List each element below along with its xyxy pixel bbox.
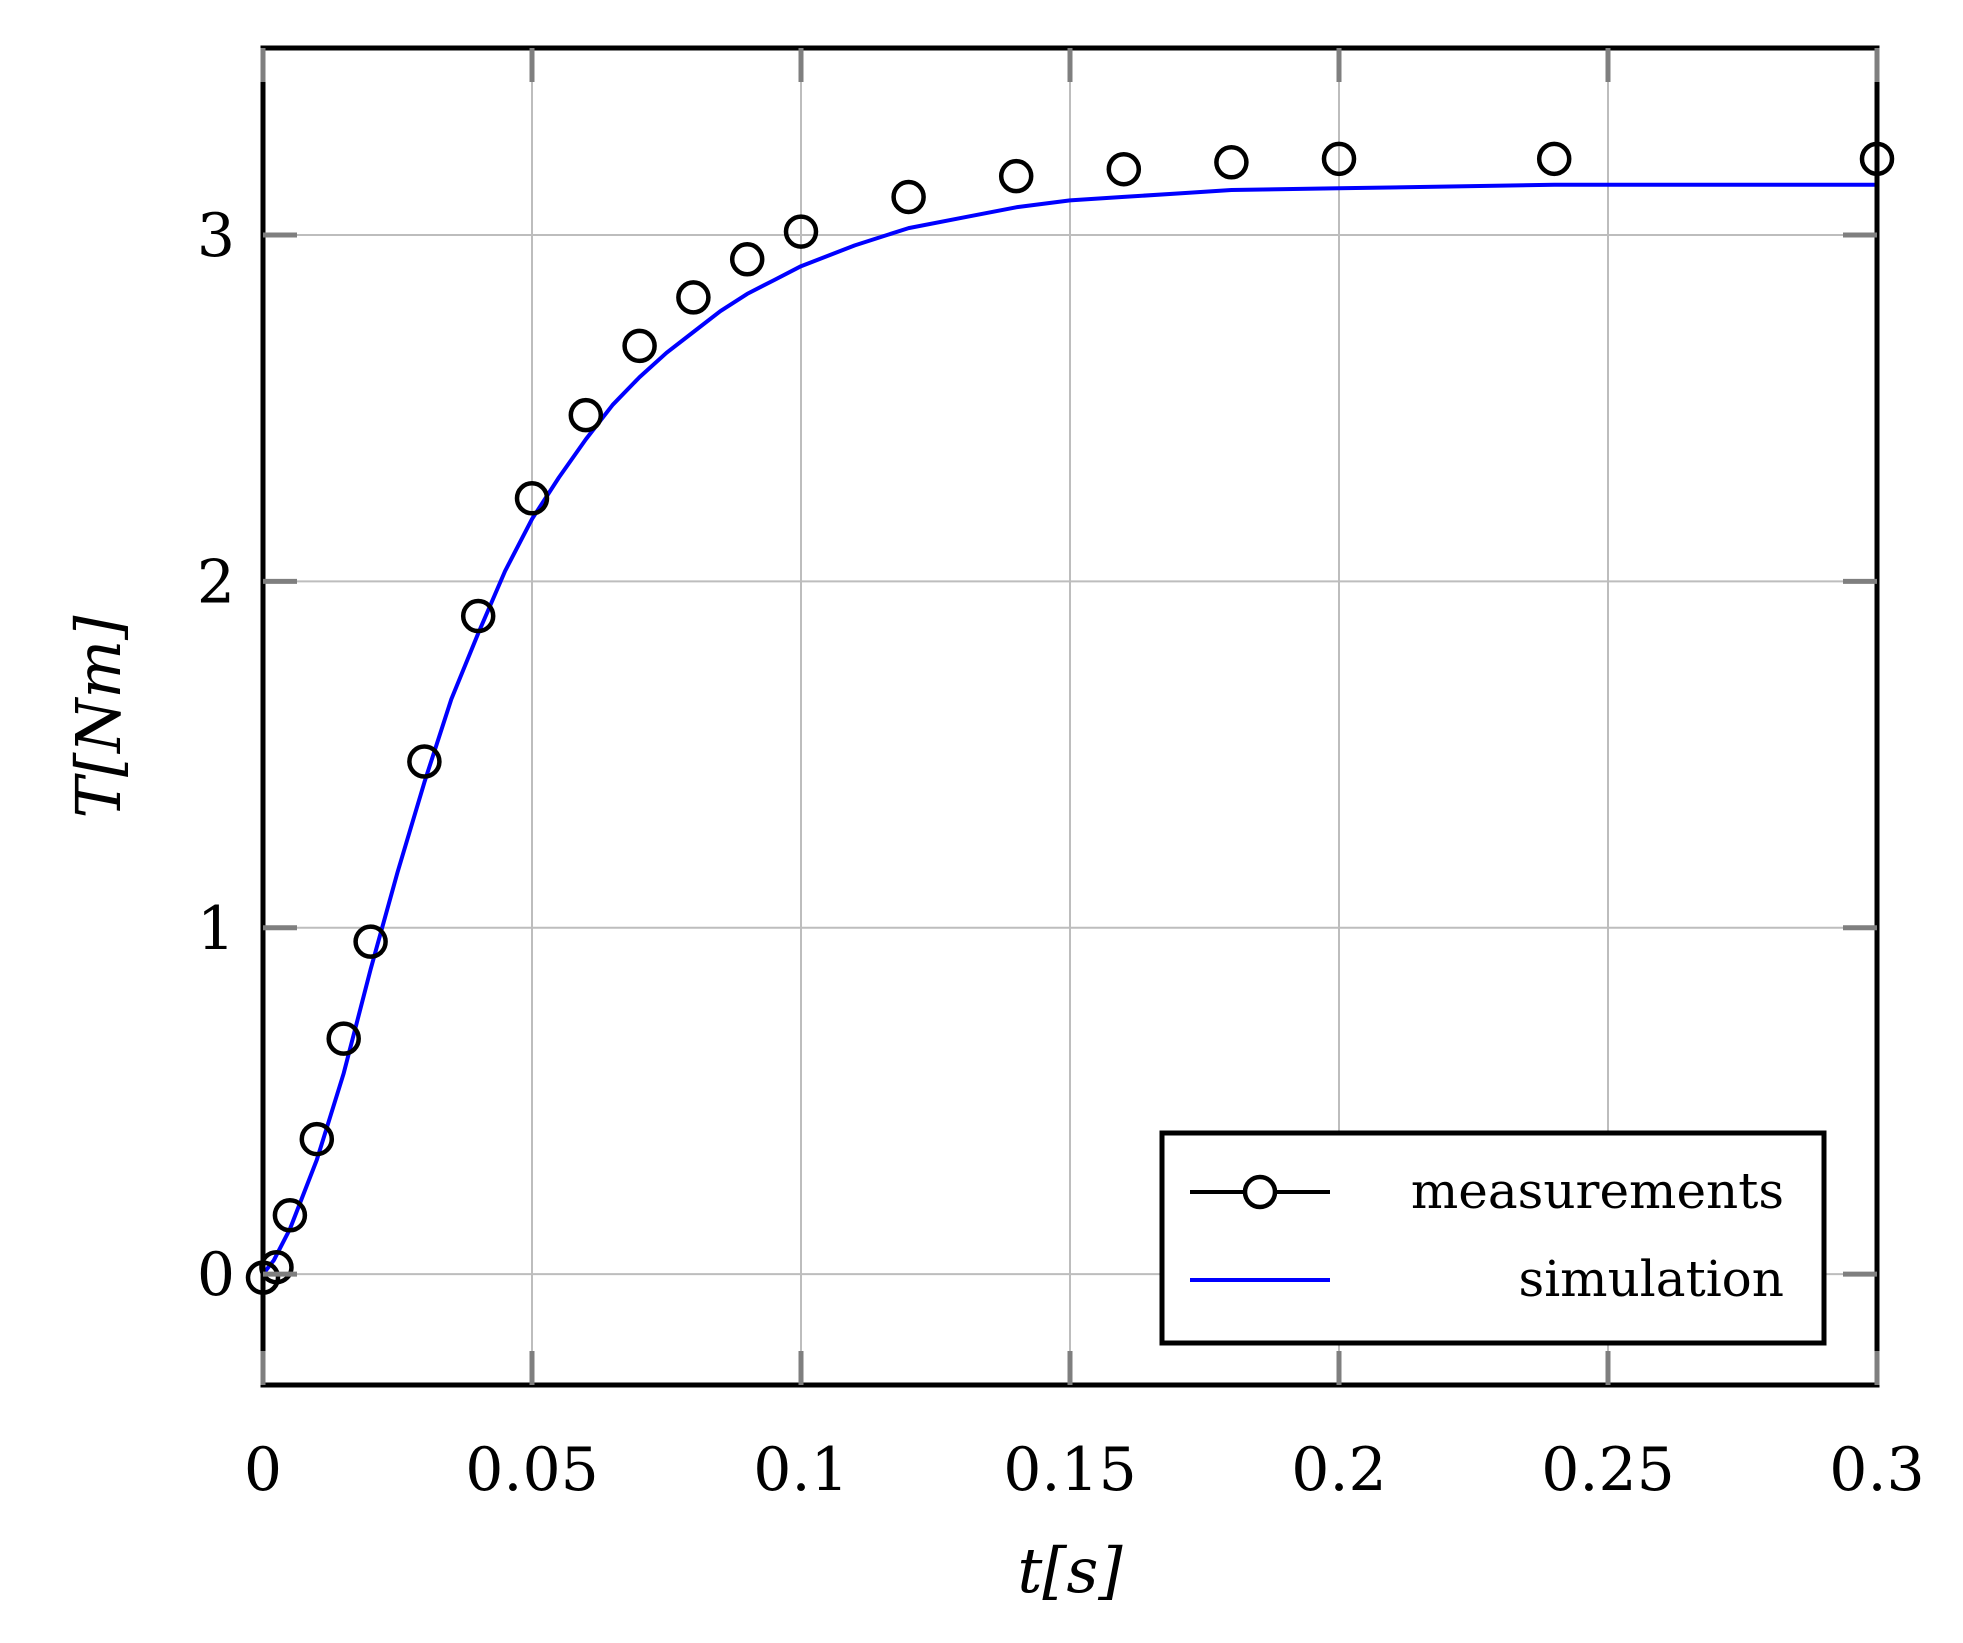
measurement-point xyxy=(407,744,442,779)
measurement-point xyxy=(729,242,765,277)
y-axis-label: T[Nm] xyxy=(62,615,135,819)
legend-simulation-label: simulation xyxy=(1519,1250,1784,1308)
legend-measurements-marker xyxy=(1242,1174,1278,1210)
measurement-point xyxy=(514,481,550,516)
x-tick-label: 0.1 xyxy=(753,1435,848,1505)
measurement-point xyxy=(783,214,819,249)
legend-box xyxy=(1159,1130,1827,1346)
measurement-point xyxy=(460,598,496,634)
x-tick-label: 0.3 xyxy=(1829,1435,1924,1505)
measurement-point xyxy=(998,158,1034,194)
legend-measurements-label: measurements xyxy=(1411,1162,1784,1220)
measurement-point xyxy=(326,1021,361,1056)
measurement-point xyxy=(272,1198,308,1233)
x-tick-label: 0.25 xyxy=(1541,1435,1675,1505)
x-tick-label: 0.2 xyxy=(1291,1435,1386,1505)
measurement-point xyxy=(622,328,657,364)
legend: measurements simulation xyxy=(1159,1130,1827,1346)
measurement-point xyxy=(1536,141,1572,177)
measurement-point xyxy=(891,179,926,215)
x-tick-label: 0.15 xyxy=(1003,1435,1137,1505)
grid xyxy=(263,48,1877,1385)
measurement-point xyxy=(568,397,604,433)
x-tick-label: 0 xyxy=(244,1435,282,1505)
measurement-point xyxy=(1214,145,1249,180)
simulation-line xyxy=(261,182,1877,1276)
y-tick-label: 0 xyxy=(197,1240,235,1310)
x-axis-label: t[s] xyxy=(1017,1534,1123,1607)
y-tick-label: 2 xyxy=(197,547,235,617)
x-tick-label: 0.05 xyxy=(465,1435,599,1505)
measurement-point xyxy=(1106,151,1142,187)
y-tick-label: 3 xyxy=(197,201,235,271)
ticks: 0 0.05 0.1 0.15 0.2 0.25 0.3 0 1 2 3 xyxy=(197,48,1925,1505)
simulation-series xyxy=(261,182,1877,1276)
measurement-point xyxy=(353,924,388,959)
y-tick-label: 1 xyxy=(197,894,235,964)
measurement-point xyxy=(299,1121,335,1157)
measurement-point xyxy=(676,280,711,315)
measurement-point xyxy=(1321,141,1357,177)
